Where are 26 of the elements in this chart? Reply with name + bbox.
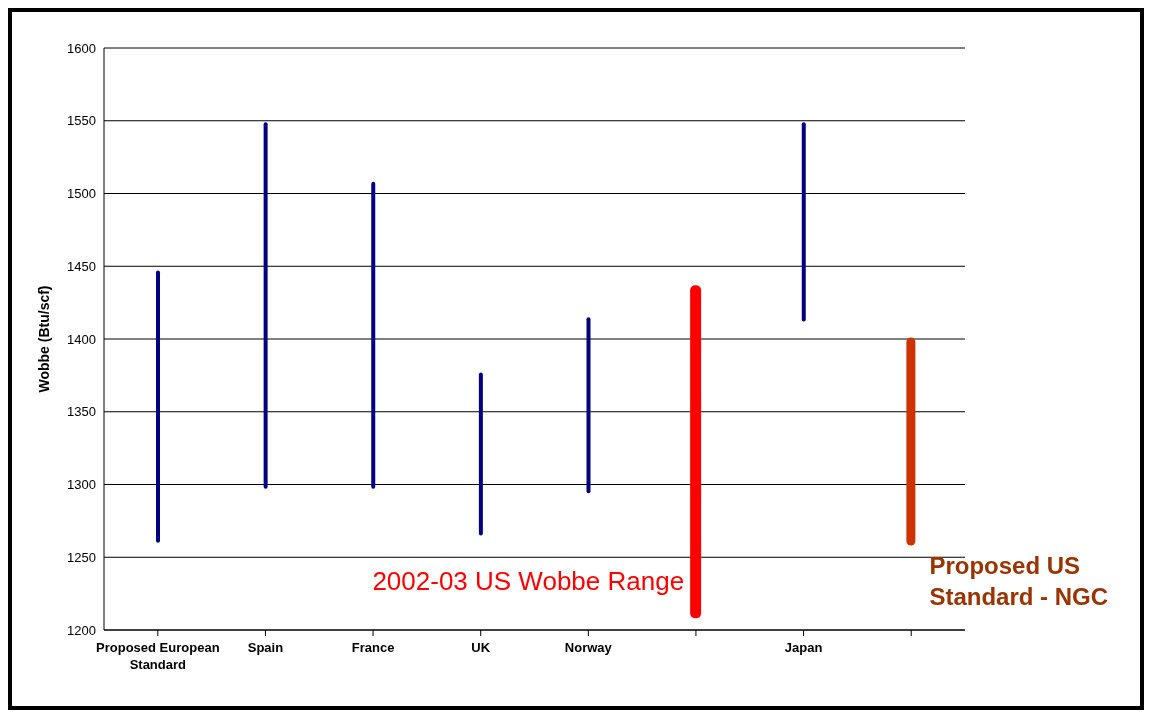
y-tick-label: 1450 <box>67 258 96 274</box>
y-tick-label: 1300 <box>67 477 96 493</box>
x-tick-label: Japan <box>784 640 823 655</box>
y-tick-label: 1500 <box>67 186 96 202</box>
series-label: 2002-03 US Wobbe Range <box>372 566 685 597</box>
y-tick-label: 1250 <box>67 549 96 565</box>
x-tick-label: Spain <box>247 640 284 655</box>
x-tick-label: France <box>351 640 395 655</box>
y-tick-label: 1200 <box>67 622 96 638</box>
y-tick-label: 1350 <box>67 404 96 420</box>
bar <box>478 372 483 536</box>
x-tick-label: Proposed European Standard <box>96 640 220 672</box>
y-tick-label: 1400 <box>67 331 96 347</box>
bar <box>156 270 160 543</box>
bar <box>371 181 376 489</box>
y-tick-label: 1600 <box>67 40 96 56</box>
y-axis-title: Wobbe (Btu/scf) <box>35 285 52 393</box>
y-tick-label: 1550 <box>67 113 96 129</box>
bar <box>263 122 268 489</box>
series-label: Proposed US Standard - NGC <box>929 551 1109 610</box>
bar <box>690 285 702 619</box>
x-tick-label: UK <box>471 640 491 655</box>
x-tick-label: Norway <box>564 640 613 655</box>
bar <box>906 337 916 546</box>
bar <box>586 317 591 494</box>
bar <box>801 122 806 322</box>
